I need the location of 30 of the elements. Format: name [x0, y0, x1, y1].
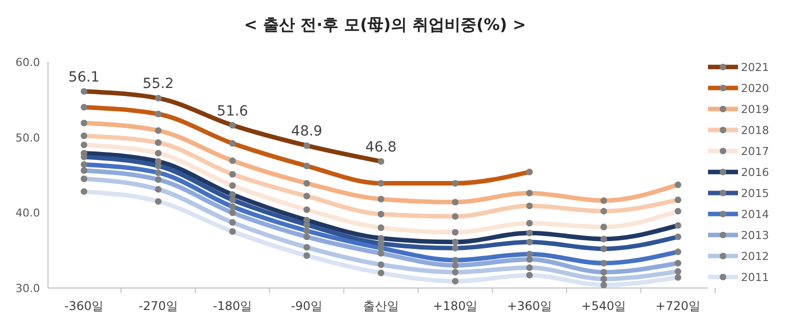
chart-title: < 출산 전·후 모(母)의 취업비중(%) >	[244, 15, 526, 34]
x-tick-label: +360일	[507, 299, 552, 313]
y-tick-label: 50.0	[16, 131, 40, 144]
y-tick-label: 40.0	[16, 206, 40, 220]
y-tick-label: 30.0	[16, 282, 40, 295]
data-label: 55.2	[142, 76, 174, 92]
data-label: 48.9	[291, 124, 322, 140]
legend-label: 2012	[741, 250, 769, 263]
x-tick-label: 출산일	[363, 299, 399, 313]
legend-label: 2021	[741, 61, 769, 74]
legend-label: 2013	[741, 229, 769, 242]
legend-label: 2011	[741, 271, 769, 284]
x-tick-label: -180일	[212, 299, 252, 313]
x-tick-label: -270일	[138, 299, 178, 313]
legend-label: 2018	[741, 124, 769, 137]
data-label: 46.8	[365, 139, 397, 156]
x-tick-label: +540일	[581, 299, 626, 313]
legend-label: 2014	[741, 208, 769, 221]
x-tick-label: +180일	[432, 299, 478, 313]
x-tick-label: -360일	[64, 299, 104, 313]
data-label: 56.1	[68, 69, 100, 86]
legend-label: 2015	[741, 187, 769, 200]
x-tick-label: -90일	[290, 299, 323, 313]
legend-label: 2017	[741, 145, 769, 158]
data-label: 51.6	[216, 103, 248, 120]
legend-label: 2016	[741, 166, 769, 179]
legend-label: 2020	[741, 82, 769, 95]
legend-label: 2019	[741, 103, 769, 116]
x-tick-label: +720일	[656, 299, 700, 313]
y-tick-label: 60.0	[16, 56, 40, 69]
